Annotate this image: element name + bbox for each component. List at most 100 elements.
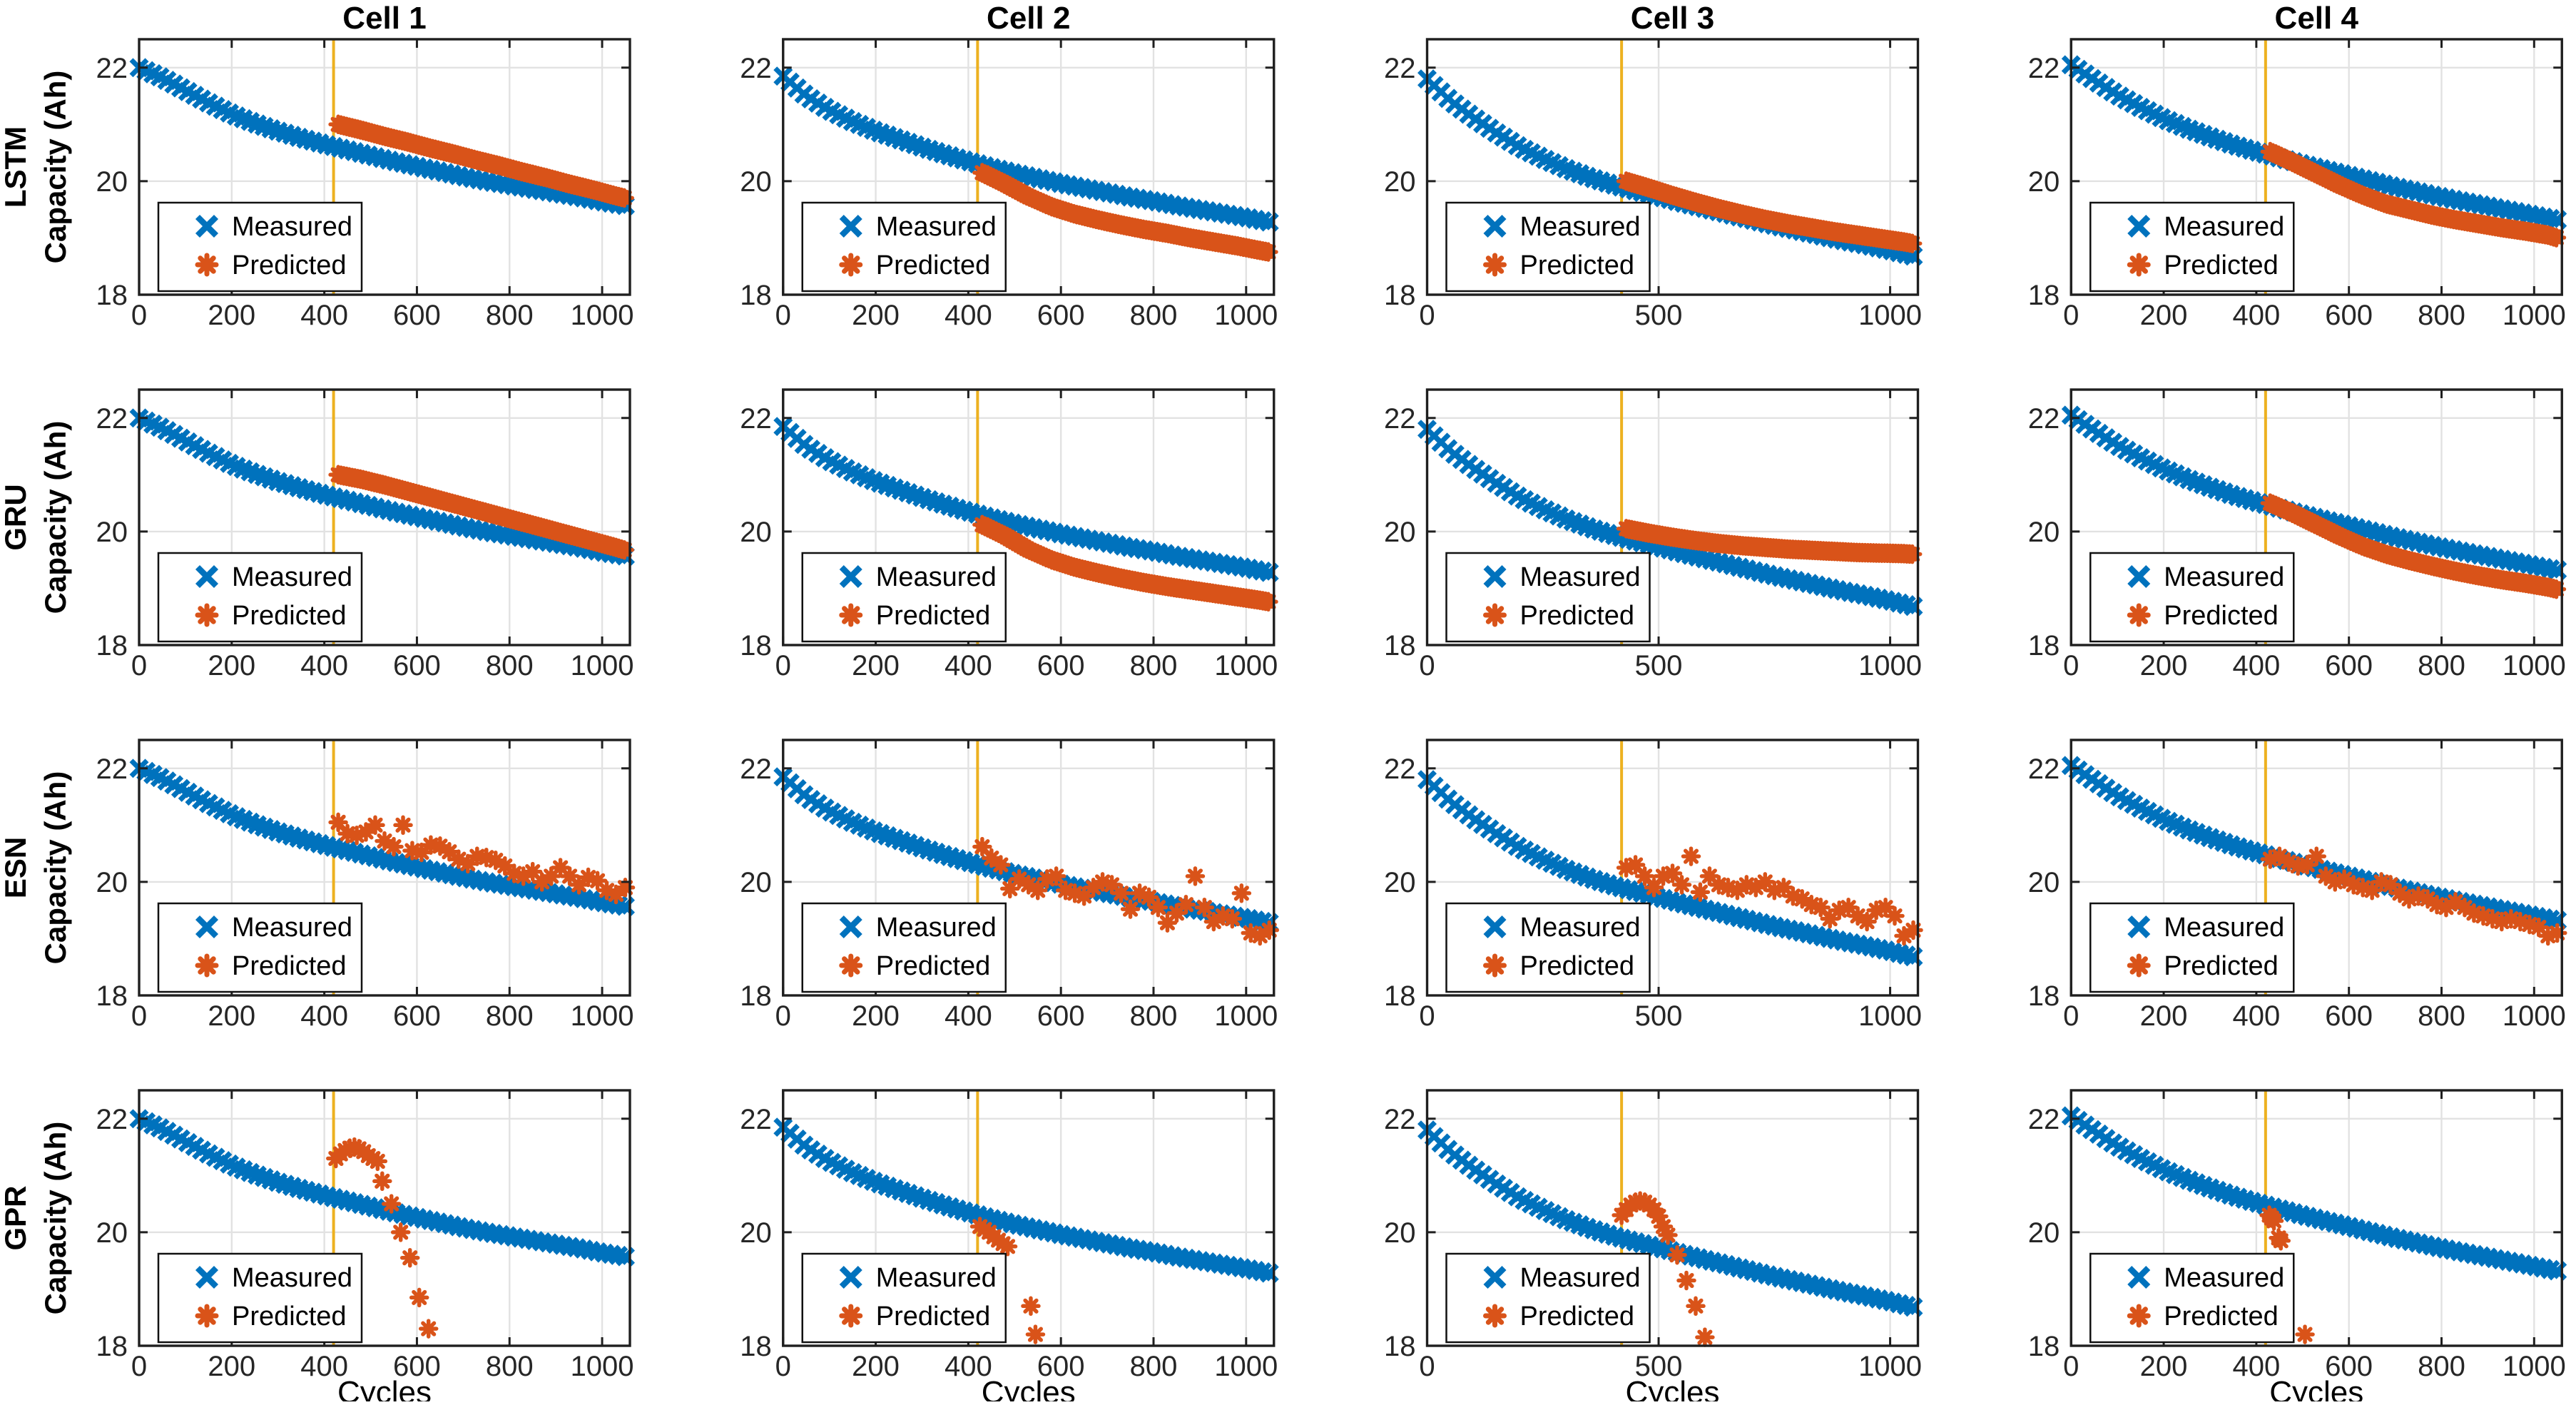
y-tick-label: 20 [96, 1217, 128, 1249]
x-axis-label: Cycles [2269, 1375, 2363, 1401]
subplot-lstm-cell-3: 0 500 1000 18 20 22 Cell 3 Measured Predicted [1384, 1, 1923, 331]
y-tick-label: 18 [740, 630, 772, 661]
x-tick-label: 600 [393, 650, 441, 681]
legend-measured-label: Measured [1520, 562, 1641, 592]
x-tick-label: 1000 [1214, 1351, 1278, 1382]
row-model-label: LSTM [0, 126, 32, 208]
x-tick-label: 500 [1635, 1351, 1683, 1382]
y-tick-label: 18 [2028, 280, 2060, 311]
legend-predicted-label: Predicted [1520, 951, 1635, 981]
y-tick-label: 18 [2028, 1331, 2060, 1362]
subplot-gru-cell-3: 0 500 1000 18 20 22 Measured Predicted [1384, 388, 1923, 681]
x-tick-label: 600 [2325, 300, 2373, 331]
x-tick-label: 200 [852, 1000, 900, 1032]
y-tick-label: 22 [2028, 403, 2060, 435]
legend-predicted-label: Predicted [232, 951, 347, 981]
y-tick-label: 20 [2028, 1217, 2060, 1249]
legend-box [1445, 1252, 1651, 1344]
x-tick-label: 400 [945, 1000, 992, 1032]
legend-box [1445, 201, 1651, 293]
axes-box [782, 739, 1276, 997]
x-tick-label: 200 [208, 300, 255, 331]
x-tick-label: 200 [852, 1351, 900, 1382]
x-tick-label: 800 [2418, 1351, 2465, 1382]
y-tick-label: 20 [96, 166, 128, 198]
legend-measured-label: Measured [232, 913, 352, 943]
legend-predicted-label: Predicted [876, 250, 991, 280]
y-tick-label: 22 [96, 403, 128, 435]
y-tick-label: 22 [96, 754, 128, 785]
legend-box [1445, 902, 1651, 993]
axes-box [782, 1089, 1276, 1347]
x-tick-label: 1000 [571, 650, 634, 681]
y-tick-label: 20 [1384, 867, 1416, 898]
legend-measured-label: Measured [1520, 212, 1641, 242]
y-axis-label: Capacity (Ah) [39, 421, 72, 614]
legend-predicted-label: Predicted [876, 951, 991, 981]
legend-box [801, 552, 1007, 643]
x-tick-label: 200 [852, 300, 900, 331]
x-tick-label: 400 [300, 300, 348, 331]
x-tick-label: 400 [2232, 300, 2280, 331]
x-tick-label: 800 [486, 300, 534, 331]
x-tick-label: 0 [2063, 1351, 2079, 1382]
legend-box [1445, 552, 1651, 643]
predicted-series [326, 1137, 439, 1339]
y-tick-label: 18 [96, 1331, 128, 1362]
x-tick-label: 400 [945, 300, 992, 331]
legend-predicted-label: Predicted [2164, 250, 2279, 280]
legend-measured-marker-icon [2127, 214, 2151, 238]
predicted-series [328, 465, 634, 560]
y-tick-label: 18 [1384, 280, 1416, 311]
legend-measured-marker-icon [839, 915, 862, 939]
predicted-series [328, 114, 634, 208]
predicted-series [972, 836, 1279, 946]
legend-predicted-marker-icon [839, 1304, 863, 1328]
y-tick-label: 22 [96, 53, 128, 84]
predicted-series [2259, 1205, 2315, 1344]
row-model-label: GRU [0, 484, 32, 550]
row-model-label: ESN [0, 837, 32, 898]
axes-box [138, 1089, 631, 1347]
x-tick-label: 600 [1037, 300, 1085, 331]
y-tick-label: 20 [1384, 1217, 1416, 1249]
legend-measured-label: Measured [2164, 562, 2284, 592]
axes-box [138, 388, 631, 646]
y-tick-label: 22 [2028, 754, 2060, 785]
legend-measured-marker-icon [1483, 564, 1507, 589]
y-tick-label: 22 [1384, 403, 1416, 435]
legend-predicted-marker-icon [1483, 603, 1507, 627]
axes-box [2070, 38, 2563, 296]
subplot-title: Cell 1 [342, 1, 426, 36]
subplot-lstm-cell-2: 0 200 400 600 800 1000 18 20 22 Cell 2 Measured Pre… [740, 1, 1279, 331]
x-tick-label: 200 [208, 650, 255, 681]
y-tick-label: 18 [96, 630, 128, 661]
axes-box [1425, 388, 1920, 646]
x-tick-label: 200 [208, 1351, 255, 1382]
legend-predicted-marker-icon [2127, 253, 2151, 277]
legend-predicted-marker-icon [195, 603, 219, 627]
legend-box [157, 552, 363, 643]
x-tick-label: 0 [2063, 1000, 2079, 1032]
y-tick-label: 18 [740, 980, 772, 1012]
x-tick-label: 600 [1037, 1000, 1085, 1032]
legend-predicted-label: Predicted [2164, 601, 2279, 631]
x-tick-label: 400 [945, 1351, 992, 1382]
x-tick-label: 400 [300, 1000, 348, 1032]
x-tick-label: 1000 [2503, 650, 2566, 681]
x-tick-label: 800 [2418, 650, 2465, 681]
y-tick-label: 22 [740, 754, 772, 785]
y-tick-label: 20 [2028, 517, 2060, 548]
axes-box [2070, 739, 2563, 997]
y-tick-label: 20 [96, 517, 128, 548]
legend-predicted-marker-icon [2127, 1304, 2151, 1328]
legend-predicted-marker-icon [1483, 1304, 1507, 1328]
legend-measured-marker-icon [839, 1265, 862, 1289]
x-tick-label: 800 [486, 1000, 534, 1032]
y-tick-label: 18 [96, 280, 128, 311]
legend-measured-marker-icon [839, 214, 862, 238]
legend-predicted-marker-icon [839, 603, 863, 627]
y-tick-label: 18 [2028, 980, 2060, 1012]
